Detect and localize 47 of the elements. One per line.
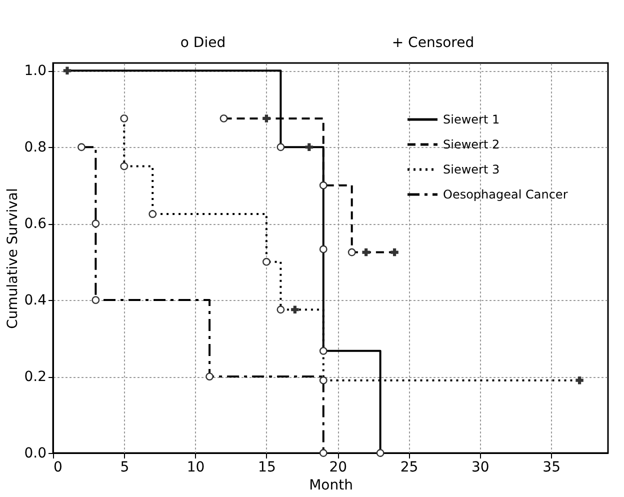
x-tick-label: 30	[472, 460, 490, 476]
legend-label: Siewert 3	[443, 162, 500, 176]
point	[319, 245, 328, 254]
text: + Censored	[392, 35, 474, 51]
point	[78, 143, 86, 152]
point	[376, 449, 384, 457]
point	[220, 114, 228, 122]
x-tick-label: 20	[329, 460, 348, 476]
point	[120, 162, 128, 170]
x-tick-label: 0	[54, 460, 62, 476]
point	[319, 346, 328, 355]
y-tick-label: 0.0	[24, 446, 46, 462]
point	[362, 248, 370, 256]
legend-label: Oesophageal Cancer	[443, 188, 568, 202]
point	[319, 449, 328, 457]
legend-label: Siewert 2	[443, 138, 500, 152]
point	[262, 114, 270, 122]
point	[348, 248, 356, 256]
point	[390, 248, 398, 256]
point	[276, 143, 285, 152]
x-tick-label: 5	[120, 460, 130, 476]
point	[576, 376, 584, 384]
point	[276, 306, 285, 314]
point	[92, 220, 100, 228]
point	[291, 306, 299, 314]
x-tick-label: 35	[542, 460, 560, 476]
y-tick-label: 0.8	[24, 140, 46, 156]
legend-label: Siewert 1	[443, 112, 500, 126]
x-axis-title: Month	[309, 478, 353, 494]
point	[262, 258, 270, 266]
y-tick-label: 0.4	[24, 292, 47, 309]
point	[92, 296, 100, 304]
point	[63, 66, 72, 75]
point	[319, 181, 328, 190]
x-tick-label: 10	[186, 460, 205, 476]
point	[319, 376, 328, 384]
y-axis-title: Cumulative Survival	[5, 188, 22, 329]
y-tick-label: 1.0	[24, 63, 46, 80]
x-tick-label: 15	[258, 460, 276, 476]
y-tick-label: 0.6	[24, 216, 47, 232]
y-tick-label: 0.2	[24, 369, 46, 386]
point	[206, 372, 214, 380]
point	[305, 143, 314, 151]
text: o Died	[180, 35, 226, 51]
point	[148, 210, 157, 218]
point	[120, 114, 128, 122]
x-tick-label: 25	[400, 460, 418, 476]
